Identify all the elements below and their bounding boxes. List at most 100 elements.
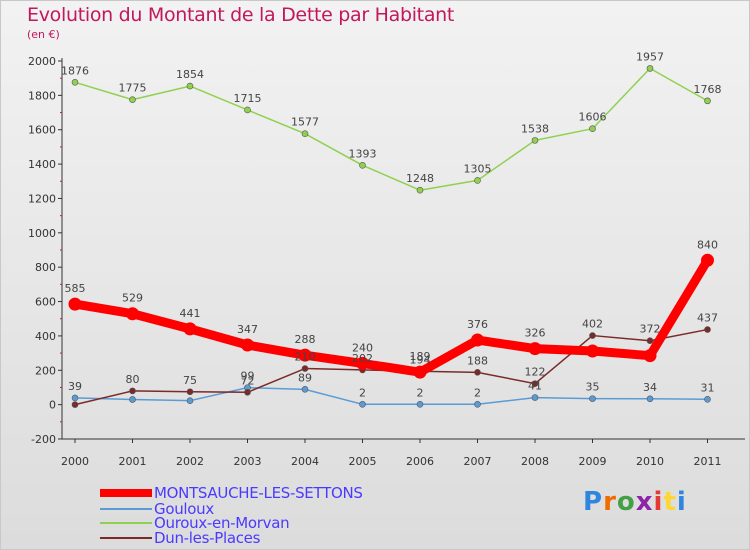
data-point	[359, 400, 366, 408]
data-point	[531, 137, 539, 144]
data-point	[643, 349, 657, 363]
data-label: 80	[126, 373, 140, 386]
data-label: 122	[525, 366, 546, 379]
data-point	[129, 396, 136, 403]
data-point	[126, 307, 139, 321]
data-label: 189	[410, 350, 431, 363]
data-point	[704, 326, 711, 333]
data-point	[704, 97, 711, 105]
x-tick-label: 2005	[349, 455, 377, 468]
data-point	[646, 65, 654, 72]
logo-letter: i	[676, 487, 687, 517]
data-point	[186, 388, 194, 396]
data-label: 288	[295, 333, 316, 346]
data-point	[71, 401, 79, 408]
data-point	[71, 394, 79, 402]
logo-letter: o	[616, 487, 636, 517]
data-label: 1957	[636, 50, 664, 63]
y-tick-label: 1200	[28, 192, 56, 205]
data-point	[586, 344, 599, 358]
data-point	[244, 106, 251, 114]
data-point	[474, 369, 481, 376]
data-point	[129, 387, 136, 395]
logo-letter: r	[603, 487, 617, 517]
data-point	[531, 380, 539, 387]
data-label: 99	[241, 370, 255, 383]
data-point	[528, 342, 542, 356]
y-tick-label: 0	[49, 399, 56, 412]
data-point	[589, 332, 596, 339]
data-point	[298, 348, 312, 362]
logo-letter: P	[583, 487, 604, 517]
data-point	[704, 396, 711, 403]
data-point	[241, 338, 254, 352]
data-label: 240	[352, 341, 373, 354]
data-label: 840	[697, 238, 718, 251]
legend-swatch	[100, 537, 152, 539]
data-label: 347	[237, 323, 258, 336]
y-tick-label: 200	[35, 364, 56, 377]
data-label: 202	[352, 352, 373, 365]
y-tick-label: -200	[31, 433, 56, 446]
data-label: 1393	[349, 147, 377, 160]
data-point	[71, 79, 79, 86]
data-point	[646, 337, 654, 345]
y-tick-label: 800	[35, 261, 56, 274]
x-tick-label: 2007	[464, 455, 492, 468]
legend-label: Ouroux-en-Morvan	[154, 514, 290, 532]
y-tick-label: 600	[35, 296, 56, 309]
data-label: 31	[701, 381, 715, 394]
data-point	[471, 333, 484, 347]
x-tick-label: 2006	[406, 455, 434, 468]
legend-swatch	[100, 489, 152, 497]
data-point	[416, 400, 424, 408]
data-point	[183, 322, 197, 336]
data-label: 194	[410, 353, 431, 366]
logo-letter: x	[635, 487, 654, 517]
y-tick-label: 1000	[28, 227, 56, 240]
series-line	[74, 67, 709, 191]
data-label: 326	[525, 327, 546, 340]
data-point	[474, 177, 481, 184]
y-tick-label: 400	[35, 330, 56, 343]
data-label: 89	[298, 371, 312, 384]
data-point	[301, 365, 309, 372]
data-point	[413, 365, 427, 379]
chart-title: Evolution du Montant de la Dette par Hab…	[27, 4, 455, 26]
data-label: 1854	[176, 68, 204, 81]
data-label: 441	[180, 307, 201, 320]
data-label: 2	[417, 386, 424, 399]
y-tick-label: 2000	[28, 55, 56, 68]
data-label: 75	[183, 374, 197, 387]
logo-letter: i	[653, 487, 664, 517]
legend-label: MONTSAUCHE-LES-SETTONS	[154, 484, 363, 502]
data-label: 41	[528, 380, 542, 393]
data-point	[356, 356, 369, 370]
legend-label: Gouloux	[154, 500, 214, 518]
data-label: 1876	[61, 64, 89, 77]
data-label: 437	[697, 312, 718, 325]
data-label: 188	[467, 354, 488, 367]
data-label: 2	[474, 386, 481, 399]
data-point	[589, 125, 596, 132]
data-label: 402	[582, 318, 603, 331]
data-label: 1768	[694, 83, 722, 96]
data-label: 34	[643, 381, 657, 394]
x-tick-label: 2009	[579, 455, 607, 468]
proxiti-logo: Proxiti	[583, 487, 687, 517]
data-point	[359, 161, 366, 169]
legend-swatch	[100, 522, 152, 524]
data-label: 1577	[291, 116, 319, 129]
data-point	[186, 397, 194, 404]
data-label: 72	[241, 374, 255, 387]
data-label: 1248	[406, 172, 434, 185]
data-label: 529	[122, 292, 143, 305]
series-line	[74, 386, 709, 406]
data-point	[244, 388, 251, 396]
x-tick-label: 2008	[521, 455, 549, 468]
y-tick-label: 1400	[28, 158, 56, 171]
chart-subtitle: (en €)	[27, 28, 60, 41]
legend-item-montsauche: MONTSAUCHE-LES-SETTONS	[100, 484, 363, 502]
y-tick-label: 1600	[28, 124, 56, 137]
data-label: 1606	[579, 111, 607, 124]
